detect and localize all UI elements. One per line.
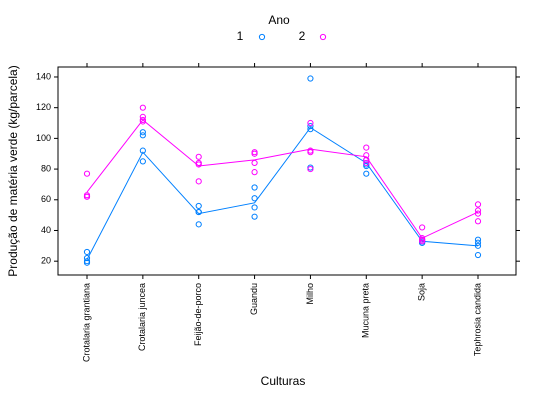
point	[195, 221, 202, 228]
point	[474, 210, 482, 217]
x-tick-label: Soja	[417, 283, 427, 301]
y-tick-label: 60	[41, 194, 51, 204]
mean-line	[86, 126, 479, 260]
legend-marker	[258, 33, 266, 41]
y-tick-label: 140	[36, 71, 51, 81]
point	[139, 104, 146, 111]
point	[307, 119, 314, 127]
point	[251, 213, 258, 220]
point	[307, 165, 314, 173]
point	[307, 149, 314, 156]
x-tick-label: Tephrosia candida	[472, 283, 482, 356]
point	[83, 170, 91, 177]
y-tick-label: 40	[41, 225, 51, 235]
y-tick-label: 120	[36, 102, 51, 112]
legend-marker	[319, 33, 327, 41]
point	[474, 242, 482, 249]
point	[251, 169, 258, 176]
point	[474, 207, 482, 214]
x-tick-label: Guandu	[249, 283, 259, 315]
y-axis-label: Produção de matéria verde (kg/parcela)	[6, 65, 20, 276]
point	[83, 248, 91, 256]
x-tick-label: Feijão-de-porco	[193, 283, 203, 346]
point	[251, 150, 258, 157]
point	[195, 178, 202, 185]
point	[83, 255, 91, 262]
legend-label: 2	[299, 29, 306, 43]
point	[474, 236, 482, 243]
point	[474, 251, 482, 259]
point	[474, 239, 482, 246]
point	[474, 201, 482, 208]
point	[419, 224, 426, 231]
point	[474, 218, 482, 225]
point	[139, 132, 146, 139]
x-tick-label: Crotalaria grantiana	[81, 283, 91, 362]
x-tick-label: Mucuna preta	[361, 283, 371, 338]
y-tick-label: 20	[41, 256, 51, 266]
point	[195, 202, 202, 210]
y-tick-label: 100	[36, 133, 51, 143]
point	[83, 259, 91, 266]
plot-frame	[57, 66, 517, 276]
point	[139, 113, 146, 120]
point	[363, 156, 370, 163]
point	[363, 152, 370, 159]
y-tick-label: 80	[41, 163, 51, 173]
point	[251, 184, 258, 191]
point	[139, 118, 146, 125]
point	[139, 129, 146, 136]
point	[195, 161, 202, 168]
point	[419, 238, 426, 245]
legend-label: 1	[237, 29, 244, 43]
point	[307, 75, 314, 82]
point	[363, 170, 370, 177]
point	[363, 144, 370, 151]
x-tick-label: Milho	[305, 283, 315, 305]
point	[251, 204, 258, 211]
legend-title: Ano	[268, 13, 290, 27]
point	[83, 193, 91, 200]
mean-line	[86, 119, 479, 239]
point	[251, 159, 258, 167]
point	[307, 126, 314, 133]
point	[307, 122, 314, 130]
point	[195, 153, 202, 160]
point	[139, 158, 146, 165]
point	[195, 208, 202, 216]
x-axis-label: Culturas	[261, 374, 306, 388]
point	[363, 162, 370, 170]
point	[139, 147, 146, 154]
x-tick-label: Crotalaria juncea	[137, 283, 147, 351]
point	[251, 195, 258, 202]
point	[363, 159, 370, 167]
